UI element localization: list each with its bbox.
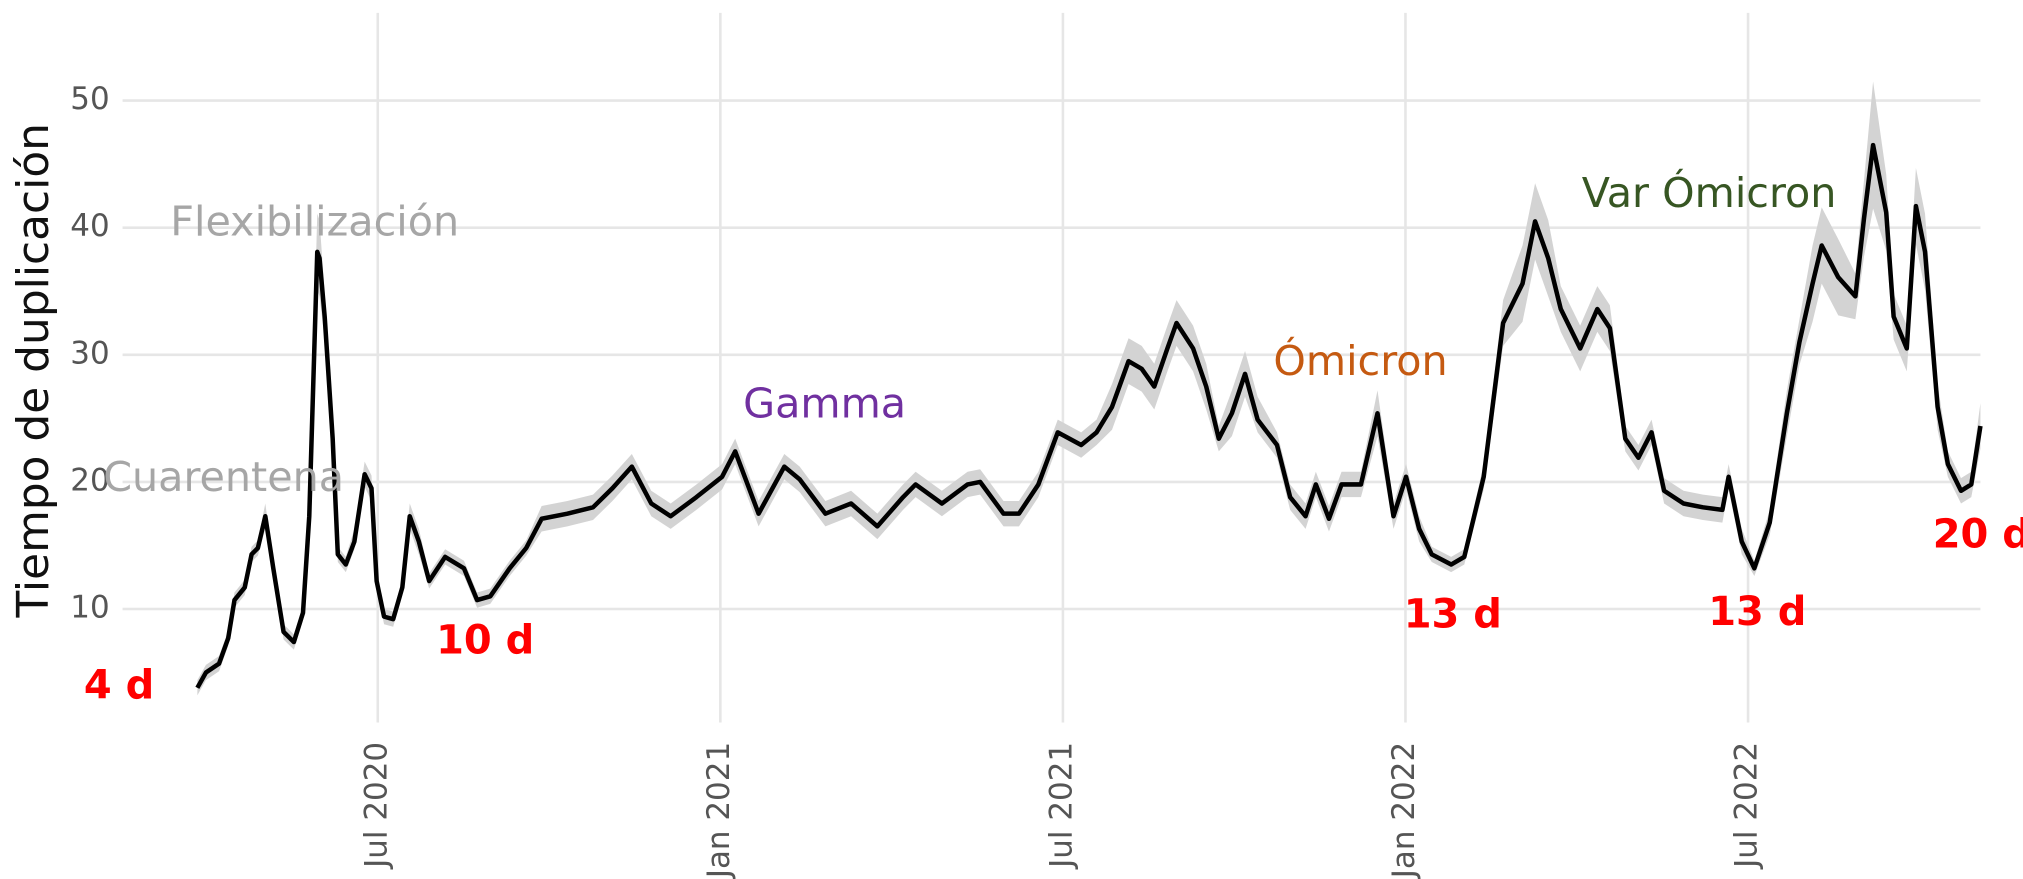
x-tick-label: Jan 2021: [701, 742, 737, 879]
x-tick-label: Jan 2022: [1386, 742, 1422, 879]
y-tick-label: 50: [70, 81, 109, 117]
annotation: Flexibilización: [170, 197, 459, 245]
x-tick-label: Jul 2022: [1729, 742, 1765, 870]
annotation: Ómicron: [1273, 337, 1447, 385]
x-tick-label: Jul 2021: [1043, 742, 1079, 870]
marks: [195, 81, 1983, 696]
y-tick-label: 30: [70, 335, 109, 371]
labels: 10 20 30 40 50 Jul 2020 Jan 2021 Jul 2021 Jan 20…: [70, 81, 1764, 879]
y-tick-label: 40: [70, 208, 109, 244]
annotation: 13 d: [1708, 589, 1806, 635]
y-tick-label: 10: [70, 590, 109, 626]
annotation: 13 d: [1404, 592, 1502, 638]
annotation: 10 d: [436, 618, 534, 664]
annotation: 20 d: [1933, 512, 2023, 558]
annotation: Gamma: [743, 379, 906, 427]
annotation: Var Ómicron: [1582, 169, 1837, 217]
confidence-band: [197, 81, 1981, 696]
y-tick-label: 20: [70, 462, 109, 498]
y-axis-title: Tiempo de duplicación: [8, 123, 59, 619]
grid: [122, 12, 1981, 723]
annotation: 4 d: [84, 663, 154, 709]
line: [195, 142, 1983, 689]
annotation: Cuarentena: [103, 453, 344, 501]
x-tick-label: Jul 2020: [358, 742, 394, 870]
